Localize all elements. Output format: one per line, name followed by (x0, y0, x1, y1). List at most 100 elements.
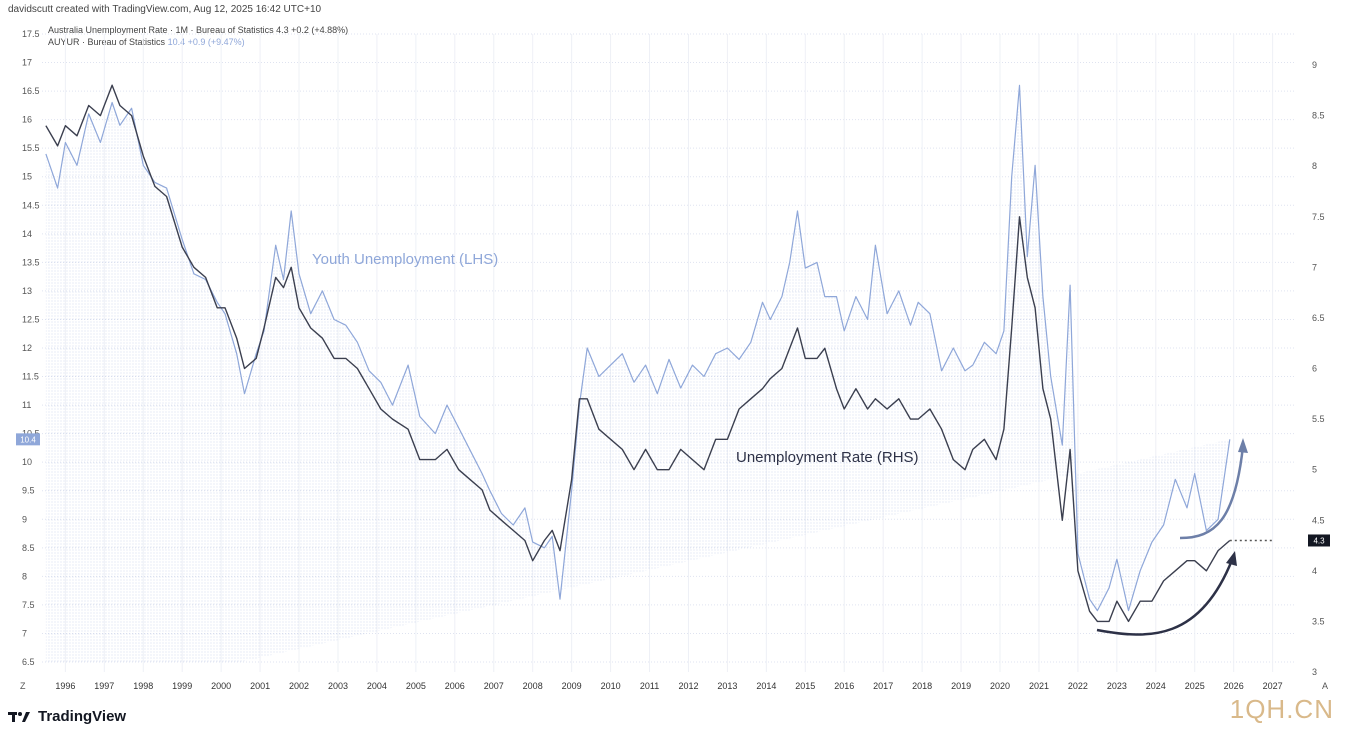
x-tick-label: 2011 (640, 681, 659, 691)
right-tick-label: 5.5 (1312, 414, 1325, 424)
x-tick-label: 2006 (445, 681, 465, 691)
right-tick-label: 4 (1312, 566, 1317, 576)
x-tick-label: 2005 (406, 681, 426, 691)
youth-trend-arrowhead (1238, 438, 1248, 453)
watermark: 1QH.CN (1229, 694, 1334, 724)
right-tick-label: 8.5 (1312, 111, 1325, 121)
x-tick-label: 2014 (756, 681, 776, 691)
x-tick-label: 2016 (834, 681, 854, 691)
legend-row-youth[interactable]: AUYUR · Bureau of Statistics 10.4 +0.9 (… (48, 36, 348, 48)
legend-name: AUYUR · Bureau of Statistics (48, 37, 166, 47)
right-tick-label: 9 (1312, 60, 1317, 70)
legend-change: +0.2 (+4.88%) (291, 25, 349, 35)
left-tick-label: 6.5 (22, 657, 35, 667)
right-tick-label: 6 (1312, 364, 1317, 374)
x-tick-label: 2000 (211, 681, 231, 691)
rate-trend-arrow (1096, 559, 1234, 636)
youth-area-fill (45, 85, 1230, 662)
youth-annotation: Youth Unemployment (LHS) (312, 251, 498, 268)
left-tick-label: 8.5 (22, 543, 35, 553)
x-tick-label: 2013 (717, 681, 737, 691)
left-tick-label: 14 (22, 229, 32, 239)
x-axis-start-label: Z (20, 681, 26, 691)
trend-arrows (1096, 438, 1248, 636)
legend-value: 10.4 (167, 37, 186, 47)
x-tick-label: 2012 (678, 681, 698, 691)
left-tick-label: 16.5 (22, 86, 40, 96)
left-tick-label: 12.5 (22, 314, 40, 324)
x-tick-label: 2007 (484, 681, 504, 691)
left-tick-label: 9.5 (22, 486, 35, 496)
x-tick-label: 2015 (795, 681, 815, 691)
left-tick-label: 17.5 (22, 29, 40, 39)
tradingview-label: TradingView (38, 708, 127, 725)
legend: Australia Unemployment Rate · 1M · Burea… (48, 24, 348, 48)
left-tick-label: 13.5 (22, 257, 40, 267)
legend-change: +0.9 (+9.47%) (187, 37, 245, 47)
right-current-value: 4.3 (1313, 536, 1325, 545)
left-tick-label: 7 (22, 628, 27, 638)
left-tick-label: 17 (22, 58, 32, 68)
x-tick-label: 2022 (1068, 681, 1088, 691)
left-tick-label: 9 (22, 514, 27, 524)
left-tick-label: 12 (22, 343, 32, 353)
legend-row-unemployment[interactable]: Australia Unemployment Rate · 1M · Burea… (48, 24, 348, 36)
x-tick-label: 2021 (1029, 681, 1049, 691)
x-tick-label: 1996 (55, 681, 75, 691)
x-tick-label: 2010 (601, 681, 621, 691)
x-tick-label: 2018 (912, 681, 932, 691)
right-axis: 9 8.5 8 7.5 7 6.5 6 5.5 5 4.5 4 3.5 3 4.3 (1308, 60, 1330, 677)
x-tick-label: 2017 (873, 681, 893, 691)
right-tick-label: 7.5 (1312, 212, 1325, 222)
tradingview-logo-icon (8, 711, 30, 722)
chart-attribution: davidscutt created with TradingView.com,… (8, 4, 322, 15)
right-tick-label: 6.5 (1312, 313, 1325, 323)
x-tick-label: 1997 (94, 681, 114, 691)
x-tick-label: 1999 (172, 681, 192, 691)
rate-annotation: Unemployment Rate (RHS) (736, 449, 919, 466)
right-current-badge (1308, 534, 1330, 547)
right-tick-label: 7 (1312, 262, 1317, 272)
tradingview-logo[interactable]: TradingView (8, 708, 126, 725)
x-tick-label: 2009 (562, 681, 582, 691)
left-current-value: 10.4 (20, 435, 36, 444)
x-tick-label: 2002 (289, 681, 309, 691)
x-tick-label: 2003 (328, 681, 348, 691)
left-tick-label: 7.5 (22, 600, 35, 610)
left-tick-label: 15 (22, 172, 32, 182)
left-tick-label: 8 (22, 571, 27, 581)
x-tick-label: 2004 (367, 681, 387, 691)
rate-trend-arrowhead (1226, 551, 1237, 566)
right-tick-label: 8 (1312, 161, 1317, 171)
x-tick-label: 2008 (523, 681, 543, 691)
left-tick-label: 10 (22, 457, 32, 467)
left-current-badge (16, 433, 40, 446)
time-axis[interactable]: 1996 1997 1998 1999 2000 2001 2002 2003 2004 2005… (20, 681, 1328, 691)
x-tick-label: 2026 (1224, 681, 1244, 691)
right-tick-label: 4.5 (1312, 515, 1325, 525)
x-tick-label: 2024 (1146, 681, 1166, 691)
right-tick-label: 5 (1312, 465, 1317, 475)
unemployment-series-line (45, 84, 1231, 623)
left-tick-label: 11 (22, 400, 31, 410)
x-axis-end-label: A (1322, 681, 1328, 691)
legend-name: Australia Unemployment Rate · 1M · Burea… (48, 25, 274, 35)
plot-area (45, 84, 1272, 662)
x-tick-label: 2020 (990, 681, 1010, 691)
left-tick-label: 13 (22, 286, 32, 296)
youth-series-line (45, 84, 1231, 612)
x-tick-label: 2025 (1185, 681, 1205, 691)
left-axis: 17.5 17 16.5 16 15.5 15 14.5 14 13.5 13 12.5 12 11.5… (16, 29, 40, 667)
left-tick-label: 14.5 (22, 200, 40, 210)
x-tick-label: 1998 (133, 681, 153, 691)
right-tick-label: 3.5 (1312, 616, 1325, 626)
x-tick-label: 2001 (250, 681, 270, 691)
legend-value: 4.3 (276, 25, 289, 35)
x-tick-label: 2027 (1263, 681, 1283, 691)
x-tick-label: 2019 (951, 681, 971, 691)
x-tick-label: 2023 (1107, 681, 1127, 691)
left-tick-label: 15.5 (22, 143, 40, 153)
left-tick-label: 11.5 (22, 372, 39, 382)
left-tick-label: 16 (22, 115, 32, 125)
